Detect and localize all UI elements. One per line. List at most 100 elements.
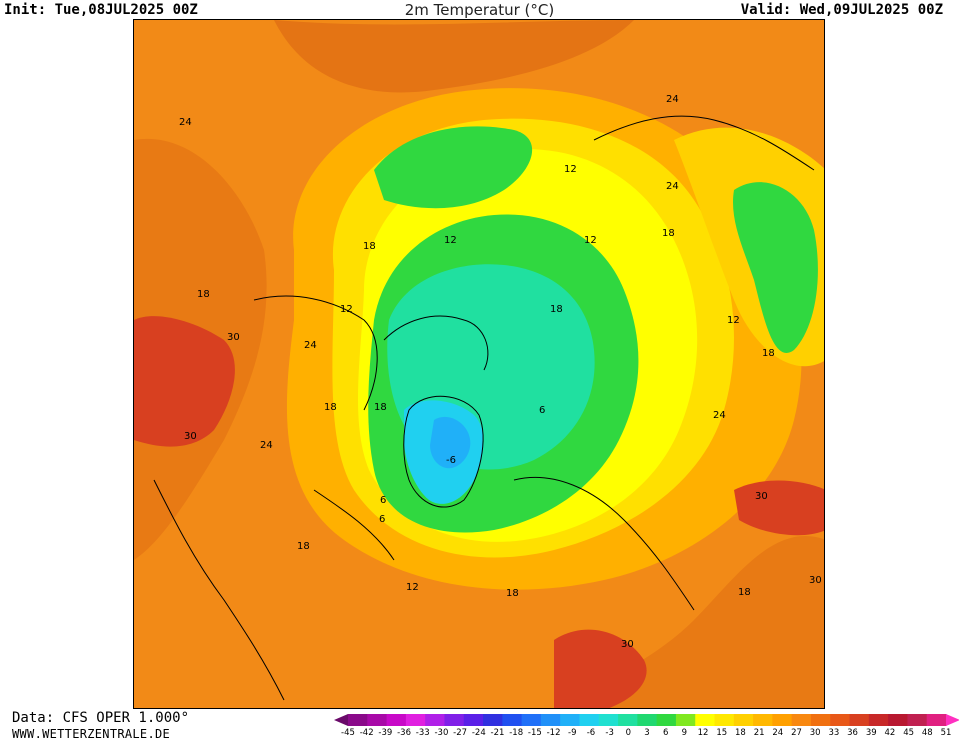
contour-label: 18 <box>506 588 519 599</box>
colorbar-segment <box>521 714 542 726</box>
hot-region-india <box>554 629 647 708</box>
colorbar-tick: 45 <box>903 728 915 738</box>
contour-label: 12 <box>444 235 457 246</box>
contour-label: 18 <box>662 228 675 239</box>
colorbar-segment <box>849 714 870 726</box>
colorbar-segment <box>830 714 851 726</box>
contour-label: 12 <box>584 235 597 246</box>
colorbar-segment <box>810 714 831 726</box>
colorbar-segment <box>483 714 503 726</box>
contour-label: 12 <box>340 304 353 315</box>
colorbar-tick: -36 <box>397 728 412 738</box>
green-zone-siberia <box>733 182 818 353</box>
warm-region-eastasia <box>557 536 824 708</box>
colorbar-segment <box>502 714 523 726</box>
contour-label: 18 <box>324 402 337 413</box>
colorbar-tick: 51 <box>940 728 952 738</box>
colorbar-tick: -24 <box>471 728 486 738</box>
colorbar-segment <box>791 714 812 726</box>
contour-label: 6 <box>380 495 386 506</box>
colorbar-segment <box>656 714 677 726</box>
colorbar-tick: 3 <box>644 728 650 738</box>
hot-region-northamerica <box>134 316 235 447</box>
colorbar <box>334 714 959 726</box>
colorbar-tick: 30 <box>809 728 821 738</box>
contour-label: 18 <box>374 402 387 413</box>
colorbar-tick: -30 <box>434 728 449 738</box>
colorbar-tick: 48 <box>921 728 933 738</box>
contour-label: 30 <box>621 639 634 650</box>
contour-label: 24 <box>713 410 726 421</box>
colorbar-tick: -45 <box>341 728 355 738</box>
map-title: 2m Temperatur (°C) <box>404 1 555 19</box>
colorbar-tick: 0 <box>625 728 632 738</box>
contour-label: 30 <box>227 332 240 343</box>
colorbar-segment <box>772 714 793 726</box>
colorbar-segment <box>444 714 465 726</box>
data-source-label: Data: CFS OPER 1.000° <box>12 710 190 726</box>
contour-label: 30 <box>809 575 822 586</box>
colorbar-segment <box>386 714 407 726</box>
colorbar-tick: 18 <box>735 728 746 738</box>
init-time-label: Init: Tue,08JUL2025 00Z <box>4 2 198 18</box>
colorbar-tick: 39 <box>865 728 877 738</box>
contour-label: 18 <box>738 587 751 598</box>
colorbar-tick: -12 <box>546 728 561 738</box>
colorbar-segment <box>579 714 600 726</box>
contour-label: 30 <box>755 491 768 502</box>
colorbar-tick: 12 <box>697 728 709 738</box>
warm-region-north <box>274 20 634 93</box>
contour-label: 24 <box>260 440 273 451</box>
colorbar-tick: 24 <box>772 728 784 738</box>
contour-label: 12 <box>564 164 577 175</box>
colorbar-tick: -15 <box>527 728 542 738</box>
colorbar-tick: 9 <box>681 728 688 738</box>
colorbar-segment <box>888 714 909 726</box>
colorbar-tick: -27 <box>453 728 468 738</box>
colorbar-segment <box>367 714 388 726</box>
colorbar-tick: -3 <box>605 728 614 738</box>
contour-label: 18 <box>550 304 563 315</box>
colorbar-tick: -33 <box>415 728 430 738</box>
colorbar-tick: 21 <box>753 728 765 738</box>
colorbar-segment <box>405 714 426 726</box>
contour-label: 24 <box>666 94 679 105</box>
hot-region-centralasia <box>734 480 824 536</box>
contour-label: 12 <box>727 315 740 326</box>
colorbar-segment <box>540 714 561 726</box>
colorbar-underflow <box>334 714 348 726</box>
temperature-map: 24 12 24 12 24 18 12 18 18 12 18 12 18 30 24 18 6 18 30 24 2… <box>133 19 825 709</box>
colorbar-tick: 27 <box>791 728 802 738</box>
colorbar-segment <box>425 714 446 726</box>
colorbar-tick: 42 <box>884 728 896 738</box>
contour-label: 24 <box>179 117 192 128</box>
contour-label: 6 <box>539 405 545 416</box>
greenland-coldest-zone <box>430 416 471 469</box>
contour-label: 12 <box>406 582 419 593</box>
colorbar-tick: -9 <box>568 728 577 738</box>
green-zone-north <box>374 126 533 209</box>
colorbar-segment <box>714 714 735 726</box>
colorbar-tick-labels: -45 -42 -39 -36 -33 -30 -27 -24 -21 -18 -15 -12 -9 -6… <box>334 728 959 740</box>
contour-label: 24 <box>304 340 317 351</box>
colorbar-segment <box>868 714 889 726</box>
colorbar-tick: 15 <box>716 728 728 738</box>
contour-label: -6 <box>446 455 456 466</box>
contour-label: 30 <box>184 431 197 442</box>
colorbar-tick: 33 <box>828 728 840 738</box>
colorbar-segment <box>695 714 716 726</box>
colorbar-tick: -21 <box>490 728 505 738</box>
colorbar-tick: 36 <box>847 728 858 738</box>
colorbar-tick: 6 <box>662 728 669 738</box>
colorbar-tick: -42 <box>359 728 374 738</box>
colorbar-segment <box>598 714 619 726</box>
colorbar-tick: -39 <box>378 728 393 738</box>
colorbar-segment <box>463 714 484 726</box>
colorbar-segment <box>733 714 754 726</box>
colorbar-segment <box>348 714 368 726</box>
colorbar-segment <box>637 714 658 726</box>
contour-label: 18 <box>297 541 310 552</box>
contour-label: 6 <box>379 514 385 525</box>
colorbar-segment <box>907 714 928 726</box>
colorbar-segment <box>675 714 696 726</box>
